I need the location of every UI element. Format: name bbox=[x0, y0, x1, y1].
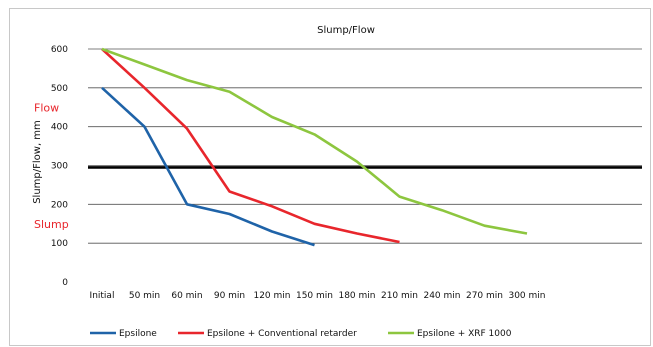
legend-label-2: Epsilone + XRF 1000 bbox=[417, 329, 512, 339]
x-tick-8: 240 min bbox=[423, 291, 460, 301]
legend-label-1: Epsilone + Conventional retarder bbox=[207, 329, 357, 339]
annotation-slump: Slump bbox=[34, 218, 69, 231]
y-tick-300: 300 bbox=[51, 162, 68, 172]
x-tick-6: 180 min bbox=[338, 291, 375, 301]
y-axis-label: Slump/Flow, mm bbox=[32, 120, 43, 204]
y-tick-labels: 0 100 200 300 400 500 600 bbox=[51, 45, 68, 288]
x-tick-0: Initial bbox=[90, 291, 115, 301]
y-tick-400: 400 bbox=[51, 123, 68, 133]
grid-lines bbox=[88, 48, 642, 244]
x-tick-4: 120 min bbox=[253, 291, 290, 301]
x-tick-labels: Initial 50 min 60 min 90 min 120 min 150 min 1… bbox=[90, 291, 546, 301]
x-tick-10: 300 min bbox=[508, 291, 545, 301]
chart-title: Slump/Flow bbox=[317, 25, 375, 36]
chart-frame bbox=[9, 8, 651, 346]
y-tick-500: 500 bbox=[51, 84, 68, 94]
x-tick-7: 210 min bbox=[381, 291, 418, 301]
series-lines bbox=[101, 47, 528, 247]
x-tick-3: 90 min bbox=[214, 291, 245, 301]
x-tick-9: 270 min bbox=[466, 291, 503, 301]
y-tick-0: 0 bbox=[62, 278, 68, 288]
x-tick-2: 60 min bbox=[171, 291, 202, 301]
x-tick-5: 150 min bbox=[296, 291, 333, 301]
series-line-2 bbox=[101, 47, 528, 235]
series-line-1 bbox=[101, 48, 400, 244]
y-tick-200: 200 bbox=[51, 200, 68, 210]
annotation-flow: Flow bbox=[34, 101, 59, 114]
series-line-0 bbox=[101, 86, 315, 247]
x-tick-1: 50 min bbox=[129, 291, 160, 301]
annotations: Flow Slump bbox=[34, 101, 69, 231]
y-tick-600: 600 bbox=[51, 45, 68, 55]
legend-label-0: Epsilone bbox=[119, 329, 157, 339]
y-tick-100: 100 bbox=[51, 239, 68, 249]
legend: Epsilone Epsilone + Conventional retarder… bbox=[90, 329, 512, 339]
